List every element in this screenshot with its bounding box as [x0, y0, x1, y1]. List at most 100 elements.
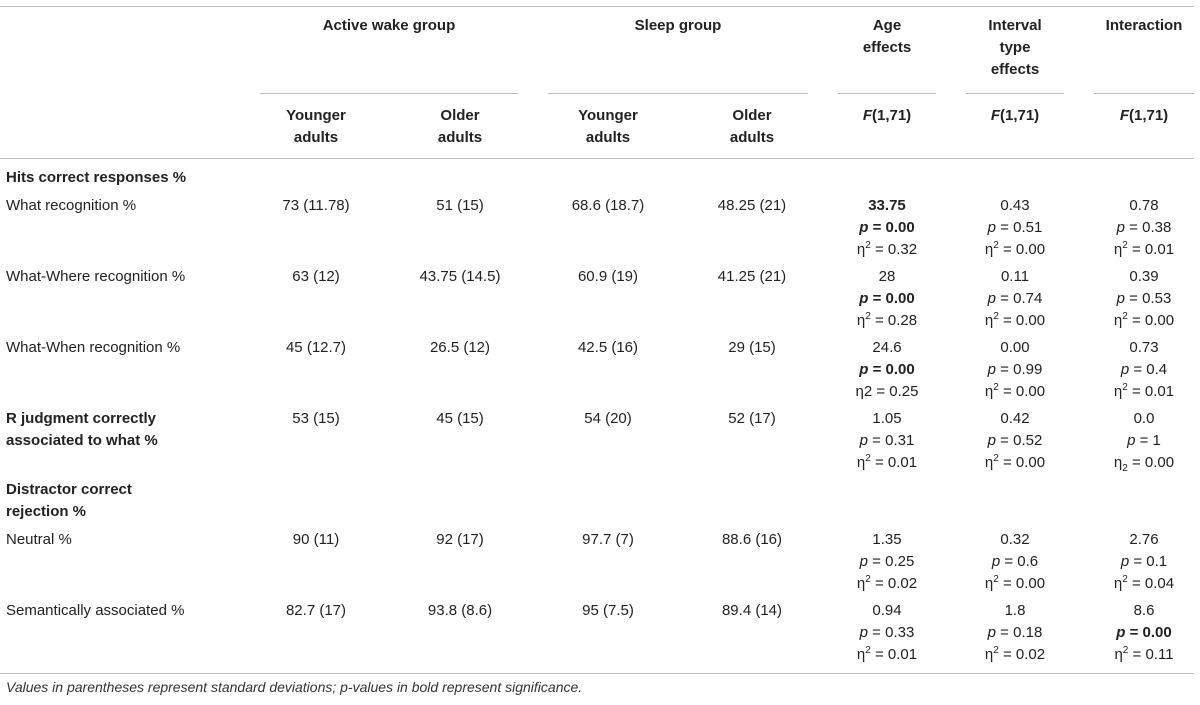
p-value: p = 0.74 — [987, 290, 1043, 307]
f-value: 2.76 — [1129, 531, 1159, 548]
stat-interval: 1.8 p = 0.18 η2 = 0.02 — [966, 600, 1064, 666]
cell-aw-old: 93.8 (8.6) — [427, 602, 493, 619]
stat-inter: 8.6 p = 0.00 η2 = 0.11 — [1094, 600, 1194, 666]
f-value: 0.00 — [1000, 339, 1030, 356]
stat-interval: 0.11 p = 0.74 η2 = 0.00 — [966, 266, 1064, 332]
p-value: p = 0.38 — [1116, 219, 1172, 236]
eta-squared-value: η2 = 0.01 — [1113, 382, 1175, 401]
p-value: p = 0.99 — [987, 361, 1043, 378]
stat-age: 1.05 p = 0.31 η2 = 0.01 — [838, 408, 936, 474]
cell-sl-young: 95 (7.5) — [582, 602, 634, 619]
stat-inter: 0.0 p = 1 η2 = 0.00 — [1094, 408, 1194, 474]
age-effects-rule — [838, 93, 936, 94]
f-value: 1.05 — [872, 410, 902, 427]
cell-sl-old: 52 (17) — [728, 410, 776, 427]
interaction-rule — [1094, 93, 1194, 94]
active-wake-group-rule — [260, 93, 518, 94]
f-value: 0.0 — [1133, 410, 1155, 427]
row-label: R judgment correctly associated to what % — [6, 410, 158, 449]
stat-interval: 0.32 p = 0.6 η2 = 0.00 — [966, 529, 1064, 595]
eta-squared-value: η2 = 0.00 — [984, 453, 1046, 472]
eta-squared-value: η2 = 0.02 — [856, 574, 918, 593]
p-value: p = 0.33 — [859, 624, 915, 641]
cell-aw-young: 90 (11) — [292, 531, 340, 548]
stat-interval: 0.00 p = 0.99 η2 = 0.00 — [966, 337, 1064, 403]
cell-sl-old: 41.25 (21) — [717, 268, 787, 285]
cell-sl-young: 54 (20) — [584, 410, 632, 427]
section-hits-label: Hits correct responses % — [6, 169, 187, 186]
sl-older-adults-header: Older adults — [729, 107, 775, 146]
sleep-group-header: Sleep group — [634, 17, 722, 34]
eta-squared-value: η2 = 0.02 — [984, 645, 1046, 664]
eta-squared-value: η2 = 0.28 — [856, 311, 918, 330]
eta-squared-value: η2 = 0.04 — [1113, 574, 1175, 593]
f-value: 0.11 — [1000, 268, 1030, 285]
table-top-rule — [0, 6, 1194, 7]
f-value: 0.73 — [1129, 339, 1159, 356]
cell-aw-old: 43.75 (14.5) — [419, 268, 501, 285]
cell-sl-young: 97.7 (7) — [582, 531, 634, 548]
stat-inter: 0.78 p = 0.38 η2 = 0.01 — [1094, 195, 1194, 261]
p-value: p = 0.00 — [859, 361, 915, 378]
eta-squared-value: η2 = 0.25 — [855, 383, 919, 400]
age-effects-header: Age effects — [862, 17, 912, 56]
row-label: Semantically associated % — [6, 602, 185, 619]
row-label: Neutral % — [6, 531, 72, 548]
stat-age: 33.75 p = 0.00 η2 = 0.32 — [838, 195, 936, 261]
f-value: 0.42 — [1000, 410, 1030, 427]
p-value: p = 0.51 — [987, 219, 1043, 236]
p-value: p = 1 — [1127, 432, 1161, 449]
f-value: 0.94 — [872, 602, 902, 619]
f-value: 0.78 — [1129, 197, 1159, 214]
active-wake-group-header: Active wake group — [322, 17, 456, 34]
stat-age: 24.6 p = 0.00 η2 = 0.25 — [838, 337, 936, 403]
p-value: p = 0.25 — [859, 553, 915, 570]
cell-sl-old: 48.25 (21) — [717, 197, 787, 214]
p-value: p = 0.31 — [859, 432, 915, 449]
table-footnote: Values in parentheses represent standard… — [6, 679, 583, 695]
aw-younger-adults-header: Younger adults — [286, 107, 346, 146]
f-value: 0.32 — [1000, 531, 1030, 548]
eta-squared-value: η2 = 0.01 — [856, 453, 918, 472]
f-value: 33.75 — [868, 197, 906, 214]
f-value: 24.6 — [872, 339, 902, 356]
eta-squared-value: η2 = 0.11 — [1114, 645, 1174, 664]
f-value: 0.43 — [1000, 197, 1030, 214]
cell-aw-young: 53 (15) — [292, 410, 340, 427]
stat-age: 1.35 p = 0.25 η2 = 0.02 — [838, 529, 936, 595]
row-label: What-When recognition % — [6, 339, 181, 356]
p-value: p = 0.53 — [1116, 290, 1172, 307]
cell-sl-young: 60.9 (19) — [577, 268, 639, 285]
table-bottom-rule — [0, 673, 1194, 674]
cell-sl-old: 89.4 (14) — [721, 602, 783, 619]
p-value: p = 0.4 — [1120, 361, 1168, 378]
sleep-group-rule — [548, 93, 808, 94]
eta-squared-value: η2 = 0.01 — [1113, 240, 1175, 259]
interval-type-effects-header: Interval type effects — [988, 17, 1042, 78]
cell-aw-old: 92 (17) — [436, 531, 484, 548]
interaction-f-header: F(1,71) — [1119, 107, 1169, 124]
stat-age: 28 p = 0.00 η2 = 0.28 — [838, 266, 936, 332]
cell-sl-young: 68.6 (18.7) — [571, 197, 645, 214]
interval-f-header: F(1,71) — [990, 107, 1040, 124]
stat-age: 0.94 p = 0.33 η2 = 0.01 — [838, 600, 936, 666]
p-value: p = 0.00 — [859, 219, 915, 236]
eta-squared-value: η2 = 0.01 — [856, 645, 918, 664]
cell-sl-old: 88.6 (16) — [721, 531, 783, 548]
p-value: p = 0.00 — [859, 290, 915, 307]
header-bottom-rule — [0, 158, 1194, 159]
f-value: 8.6 — [1133, 602, 1155, 619]
p-value: p = 0.6 — [991, 553, 1039, 570]
cell-aw-young: 45 (12.7) — [285, 339, 347, 356]
stat-interval: 0.42 p = 0.52 η2 = 0.00 — [966, 408, 1064, 474]
section-distractor-label: Distractor correct rejection % — [6, 481, 132, 520]
row-label: What-Where recognition % — [6, 268, 186, 285]
sl-younger-adults-header: Younger adults — [578, 107, 638, 146]
interval-effects-rule — [966, 93, 1064, 94]
cell-sl-young: 42.5 (16) — [577, 339, 639, 356]
age-f-header: F(1,71) — [862, 107, 912, 124]
cell-aw-young: 63 (12) — [292, 268, 340, 285]
row-label: What recognition % — [6, 197, 137, 214]
stat-inter: 2.76 p = 0.1 η2 = 0.04 — [1094, 529, 1194, 595]
stat-interval: 0.43 p = 0.51 η2 = 0.00 — [966, 195, 1064, 261]
